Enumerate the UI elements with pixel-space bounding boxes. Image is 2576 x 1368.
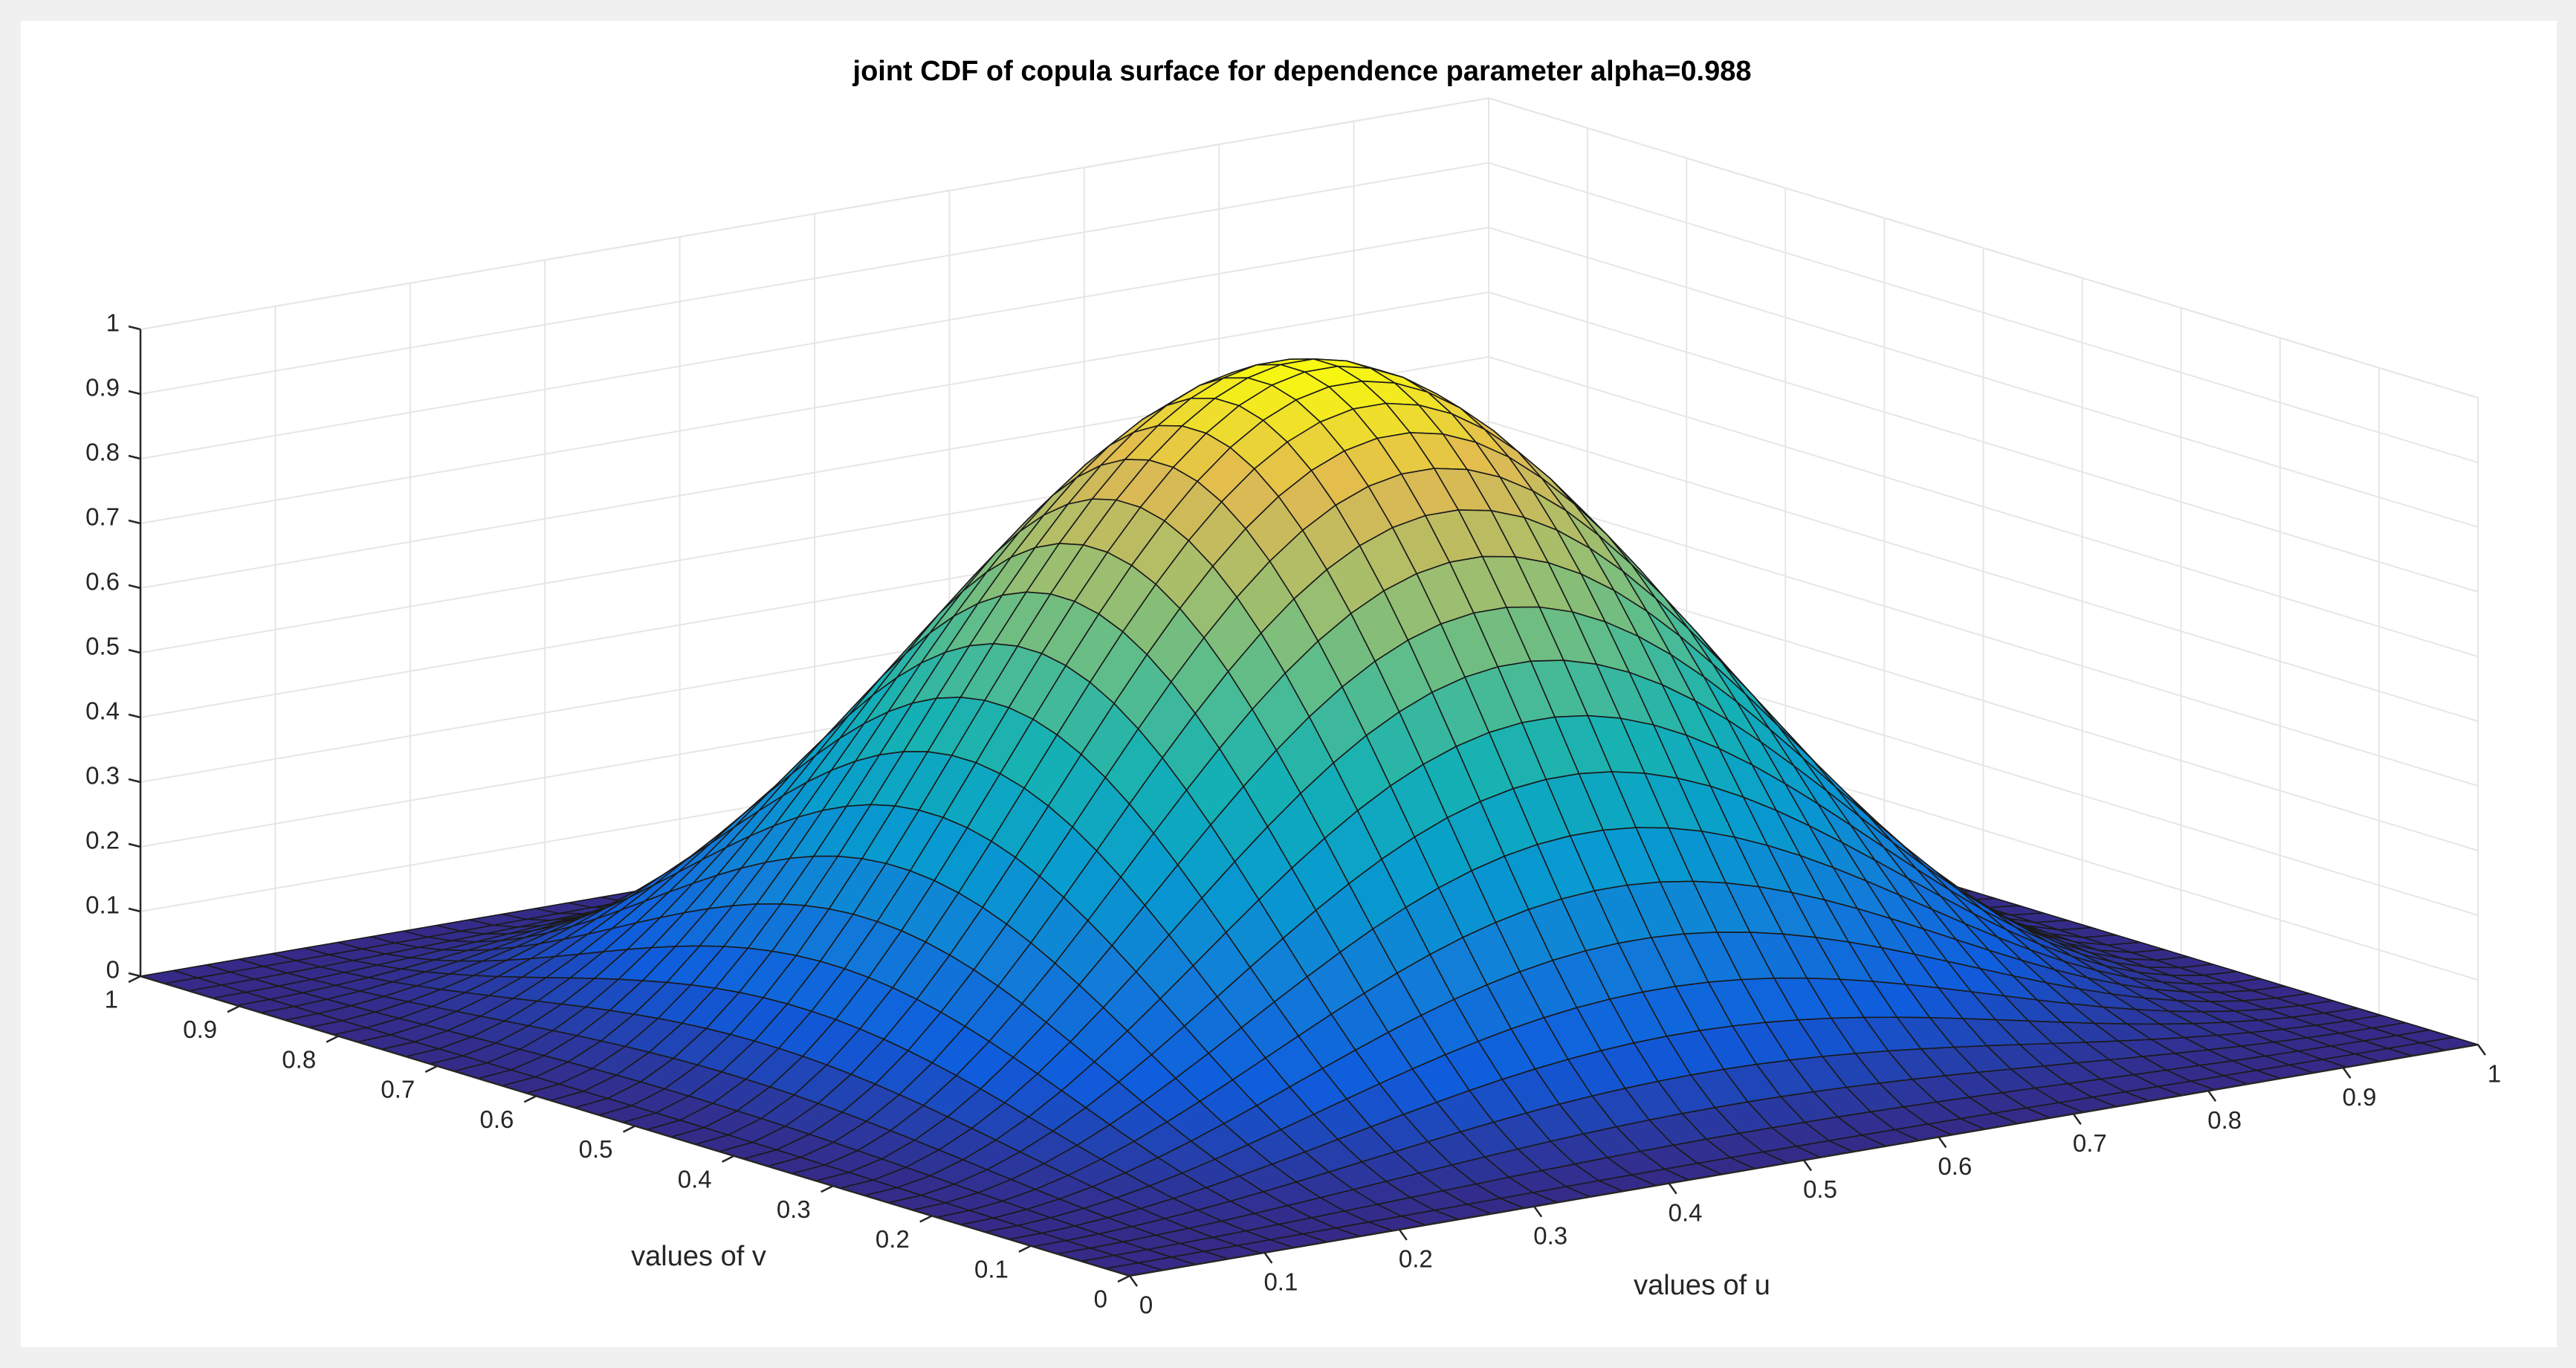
z-tick (128, 907, 141, 913)
v-tick (424, 1065, 438, 1074)
tick-labels: 00.10.20.30.40.50.60.70.80.9100.10.20.30… (85, 309, 2501, 1319)
v-tick-label: 0.5 (579, 1135, 613, 1163)
z-tick (128, 972, 141, 978)
v-tick-label: 0.8 (282, 1045, 316, 1073)
u-tick-label: 0.9 (2343, 1083, 2377, 1111)
u-tick (2207, 1090, 2217, 1102)
z-tick (128, 325, 141, 331)
z-tick-label: 0 (106, 956, 120, 984)
z-tick-label: 0.5 (85, 633, 120, 660)
v-tick (1018, 1245, 1032, 1253)
u-tick-label: 0.2 (1399, 1245, 1433, 1273)
u-tick (1128, 1275, 1139, 1287)
u-tick (2342, 1067, 2352, 1079)
z-tick (128, 390, 141, 396)
u-tick-label: 0.7 (2073, 1129, 2107, 1157)
u-tick-label: 0.3 (1533, 1222, 1567, 1249)
z-tick-label: 0.2 (85, 827, 120, 854)
u-tick-label: 0.5 (1803, 1175, 1837, 1203)
z-tick (128, 778, 141, 784)
u-tick (1263, 1252, 1273, 1264)
u-tick (1938, 1136, 1947, 1149)
z-tick-label: 0.8 (85, 439, 120, 466)
v-tick-label: 0.1 (974, 1255, 1009, 1282)
v-tick (622, 1125, 636, 1133)
v-tick (722, 1155, 735, 1163)
z-tick (128, 519, 141, 525)
v-tick-label: 0.7 (381, 1076, 415, 1103)
z-tick (128, 842, 141, 848)
v-tick-label: 0 (1094, 1285, 1107, 1313)
u-tick-label: 0.1 (1263, 1268, 1298, 1296)
z-tick (128, 454, 141, 460)
chart-title: joint CDF of copula surface for dependen… (852, 56, 1752, 87)
v-tick (919, 1215, 933, 1223)
u-tick (1802, 1159, 1813, 1172)
u-tick-label: 0.6 (1938, 1152, 1972, 1180)
v-tick-label: 1 (105, 986, 118, 1013)
v-tick-label: 0.2 (876, 1225, 910, 1253)
u-tick (1398, 1229, 1408, 1241)
surface-plot (140, 358, 2479, 1277)
v-tick (821, 1184, 834, 1193)
z-tick-label: 1 (106, 309, 120, 337)
z-tick-label: 0.7 (85, 503, 120, 531)
u-tick (1668, 1182, 1677, 1195)
z-tick-label: 0.9 (85, 374, 120, 401)
axis-lines (128, 325, 2487, 1287)
v-tick (128, 975, 141, 984)
u-tick-label: 1 (2488, 1060, 2501, 1088)
v-tick-label: 0.3 (777, 1196, 811, 1223)
v-tick-label: 0.4 (678, 1166, 712, 1193)
z-tick (128, 584, 141, 590)
u-tick-label: 0 (1139, 1291, 1153, 1319)
u-tick (2476, 1044, 2487, 1056)
u-tick (2072, 1113, 2082, 1126)
z-tick-label: 0.6 (85, 568, 120, 596)
u-tick (1533, 1205, 1543, 1218)
z-tick (128, 648, 141, 654)
v-tick (326, 1035, 339, 1043)
u-tick-label: 0.4 (1669, 1198, 1703, 1226)
u-tick-label: 0.8 (2207, 1106, 2242, 1134)
z-tick-label: 0.1 (85, 891, 120, 919)
z-tick-label: 0.3 (85, 762, 120, 790)
v-tick-label: 0.6 (480, 1106, 514, 1133)
v-tick (523, 1095, 537, 1103)
v-tick (227, 1005, 240, 1013)
v-tick (1117, 1274, 1130, 1283)
x-axis-label: values of u (1634, 1270, 1770, 1301)
z-tick-label: 0.4 (85, 697, 120, 725)
y-axis-label: values of v (631, 1241, 766, 1272)
z-tick (128, 713, 141, 719)
v-tick-label: 0.9 (183, 1016, 217, 1043)
